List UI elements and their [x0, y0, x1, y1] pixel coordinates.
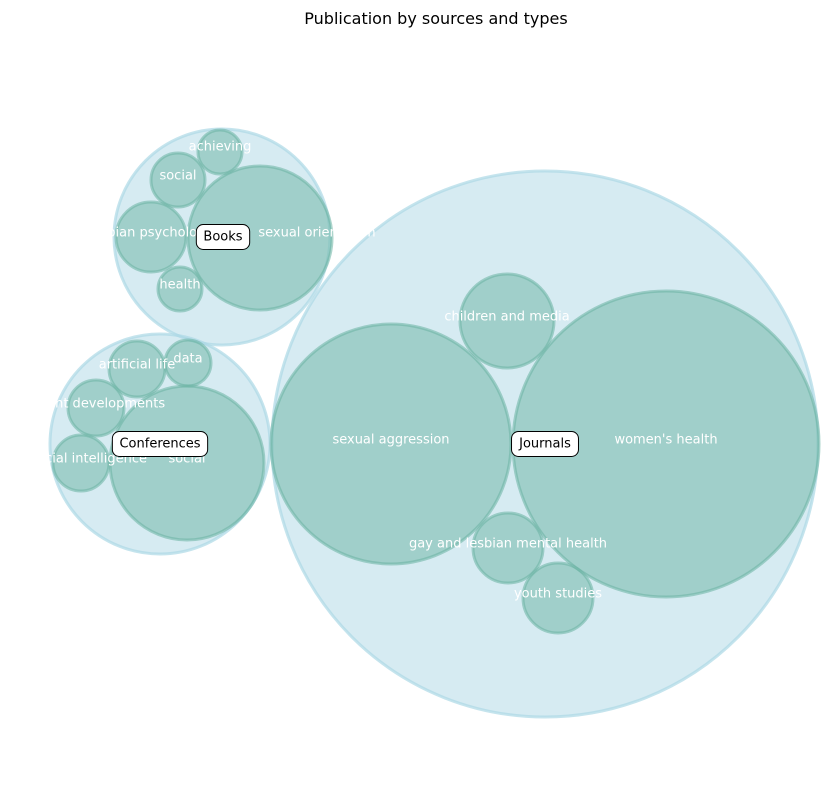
bubble-label-books-social: social [159, 169, 196, 184]
bubble-journals-youth-studies [521, 561, 595, 635]
bubble-conferences-recent-developments [66, 378, 126, 438]
bubble-books-lesbian-psychology [114, 200, 188, 274]
group-label-conferences: Conferences [111, 431, 209, 457]
bubble-label-books-sexual-orientation: sexual orientation [258, 226, 375, 241]
bubble-journals-children-and-media [458, 272, 556, 370]
bubble-label-books-health: health [159, 278, 200, 293]
bubble-books-achieving [196, 128, 244, 176]
group-label-text-books: Books [203, 230, 242, 245]
group-label-box-journals [511, 431, 579, 457]
bubble-label-conferences-artificial-life: artificial life [99, 358, 175, 373]
bubble-label-journals-youth-studies: youth studies [514, 587, 602, 602]
bubble-label-books-lesbian-psychology: lesbian psychology [89, 226, 213, 241]
group-label-text-conferences: Conferences [119, 437, 200, 452]
group-label-box-conferences [111, 431, 209, 457]
group-label-journals: Journals [511, 431, 579, 457]
group-label-books: Books [195, 224, 251, 250]
bubble-journals-gay-and-lesbian-mental-health [471, 511, 545, 585]
bubble-journals-sexual-aggression [269, 322, 513, 566]
bubble-label-journals-gay-and-lesbian-mental-health: gay and lesbian mental health [409, 537, 607, 552]
chart-title: Publication by sources and types [304, 9, 567, 28]
bubble-label-conferences-recent-developments: recent developments [27, 397, 165, 412]
bubble-label-books-achieving: achieving [189, 140, 252, 155]
bubble-label-conferences-data: data [173, 352, 202, 367]
bubble-books-social [149, 151, 207, 209]
group-label-box-books [195, 224, 251, 250]
group-label-text-journals: Journals [518, 437, 571, 452]
bubble-label-journals-women-s-health: women's health [614, 433, 717, 448]
bubble-label-conferences-artificial-intelligence: artificial intelligence [15, 452, 147, 467]
bubble-label-journals-children-and-media: children and media [444, 310, 569, 325]
bubble-books-sexual-orientation [186, 164, 334, 312]
bubble-conferences-artificial-life [107, 339, 167, 399]
bubbles-layer: achieving social lesbian psychology sexual … [15, 127, 821, 719]
bubble-label-journals-sexual-aggression: sexual aggression [332, 433, 449, 448]
bubble-conferences-social [108, 384, 266, 542]
bubble-books-health [156, 265, 204, 313]
